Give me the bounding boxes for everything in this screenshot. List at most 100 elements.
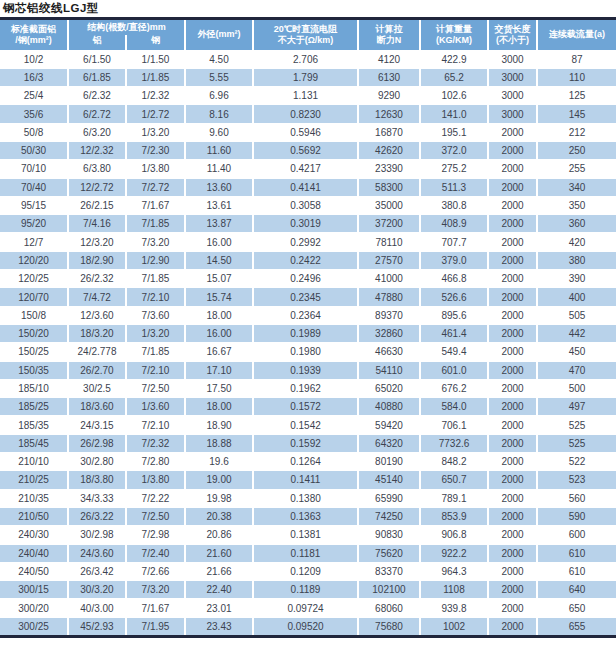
- table-cell: 24/3.15: [68, 416, 126, 434]
- table-cell: 7/4.72: [68, 288, 126, 306]
- table-cell: 50/8: [0, 123, 68, 141]
- table-cell: 526.6: [420, 288, 488, 306]
- table-cell: 0.1381: [253, 526, 358, 544]
- table-cell: 23.01: [185, 599, 253, 617]
- table-cell: 706.1: [420, 416, 488, 434]
- table-cell: 1/1.85: [126, 68, 185, 86]
- table-cell: 6/2.72: [68, 105, 126, 123]
- table-cell: 1.131: [253, 87, 358, 105]
- table-cell: 2000: [488, 251, 537, 269]
- table-cell: 0.1363: [253, 507, 358, 525]
- table-row: 95/1526/2.157/1.6713.610.305835000380.82…: [0, 196, 616, 214]
- col-header-ampacity: 连续载流量(a): [537, 20, 616, 50]
- table-cell: 422.9: [420, 50, 488, 68]
- table-cell: 2000: [488, 453, 537, 471]
- table-cell: 80190: [358, 453, 420, 471]
- table-cell: 68060: [358, 599, 420, 617]
- table-cell: 7732.6: [420, 434, 488, 452]
- table-row: 210/2518/3.801/3.8019.000.141145140650.7…: [0, 471, 616, 489]
- table-cell: 2000: [488, 141, 537, 159]
- table-cell: 15.07: [185, 270, 253, 288]
- table-cell: 640: [537, 581, 616, 599]
- table-cell: 12/2.72: [68, 178, 126, 196]
- table-cell: 141.0: [420, 105, 488, 123]
- table-cell: 45/2.93: [68, 617, 126, 635]
- table-cell: 2000: [488, 599, 537, 617]
- table-cell: 30/2.80: [68, 453, 126, 471]
- table-cell: 0.1380: [253, 489, 358, 507]
- table-cell: 16.00: [185, 324, 253, 342]
- table-row: 120/2018/2.901/2.9014.500.242227570379.0…: [0, 251, 616, 269]
- table-cell: 6/1.85: [68, 68, 126, 86]
- table-cell: 0.1209: [253, 562, 358, 580]
- table-cell: 964.3: [420, 562, 488, 580]
- table-cell: 17.50: [185, 379, 253, 397]
- table-cell: 16.67: [185, 343, 253, 361]
- table-cell: 75620: [358, 544, 420, 562]
- table-cell: 1/2.90: [126, 251, 185, 269]
- table-cell: 2000: [488, 215, 537, 233]
- table-cell: 466.8: [420, 270, 488, 288]
- table-cell: 19.98: [185, 489, 253, 507]
- table-cell: 650: [537, 599, 616, 617]
- table-cell: 300/25: [0, 617, 68, 635]
- table-cell: 360: [537, 215, 616, 233]
- table-cell: 240/50: [0, 562, 68, 580]
- table-cell: 7/1.67: [126, 196, 185, 214]
- table-cell: 21.66: [185, 562, 253, 580]
- table-cell: 0.1939: [253, 361, 358, 379]
- table-cell: 2000: [488, 324, 537, 342]
- table-row: 70/4012/2.727/2.7213.600.414158300511.32…: [0, 178, 616, 196]
- table-cell: 1/2.32: [126, 87, 185, 105]
- table-row: 50/3012/2.327/2.3011.600.569242620372.02…: [0, 141, 616, 159]
- table-cell: 74250: [358, 507, 420, 525]
- table-cell: 6130: [358, 68, 420, 86]
- table-cell: 17.10: [185, 361, 253, 379]
- table-row: 300/2545/2.937/1.9523.430.09520756801002…: [0, 617, 616, 635]
- table-cell: 46630: [358, 343, 420, 361]
- table-cell: 24/2.778: [68, 343, 126, 361]
- table-cell: 18/2.90: [68, 251, 126, 269]
- table-cell: 6/1.50: [68, 50, 126, 68]
- table-cell: 895.6: [420, 306, 488, 324]
- table-cell: 42620: [358, 141, 420, 159]
- table-cell: 3000: [488, 87, 537, 105]
- table-cell: 2.706: [253, 50, 358, 68]
- table-cell: 2000: [488, 160, 537, 178]
- table-cell: 610: [537, 562, 616, 580]
- table-cell: 601.0: [420, 361, 488, 379]
- table-cell: 150/35: [0, 361, 68, 379]
- table-row: 240/3030/2.987/2.9820.860.138190830906.8…: [0, 526, 616, 544]
- col-header-cross-section: 标准截面铝 /钢(mm²): [0, 20, 68, 50]
- table-cell: 240/30: [0, 526, 68, 544]
- table-cell: 7/2.10: [126, 288, 185, 306]
- table-cell: 75680: [358, 617, 420, 635]
- table-cell: 40880: [358, 398, 420, 416]
- table-cell: 47880: [358, 288, 420, 306]
- table-cell: 11.60: [185, 141, 253, 159]
- table-cell: 7/2.50: [126, 379, 185, 397]
- table-cell: 102100: [358, 581, 420, 599]
- table-cell: 408.9: [420, 215, 488, 233]
- table-cell: 0.5946: [253, 123, 358, 141]
- table-row: 185/4526/2.987/2.3218.880.1592643207732.…: [0, 434, 616, 452]
- table-cell: 6/2.32: [68, 87, 126, 105]
- table-cell: 590: [537, 507, 616, 525]
- table-cell: 0.1264: [253, 453, 358, 471]
- table-cell: 390: [537, 270, 616, 288]
- table-cell: 939.8: [420, 599, 488, 617]
- table-row: 300/1530/3.207/3.2022.400.11891021001108…: [0, 581, 616, 599]
- table-cell: 16870: [358, 123, 420, 141]
- table-cell: 7/2.32: [126, 434, 185, 452]
- table-cell: 584.0: [420, 398, 488, 416]
- table-cell: 13.87: [185, 215, 253, 233]
- table-cell: 525: [537, 416, 616, 434]
- table-cell: 350: [537, 196, 616, 214]
- table-cell: 380.8: [420, 196, 488, 214]
- table-cell: 0.4217: [253, 160, 358, 178]
- table-cell: 45140: [358, 471, 420, 489]
- table-cell: 18/3.20: [68, 324, 126, 342]
- table-cell: 7/2.50: [126, 507, 185, 525]
- table-cell: 64320: [358, 434, 420, 452]
- table-cell: 15.74: [185, 288, 253, 306]
